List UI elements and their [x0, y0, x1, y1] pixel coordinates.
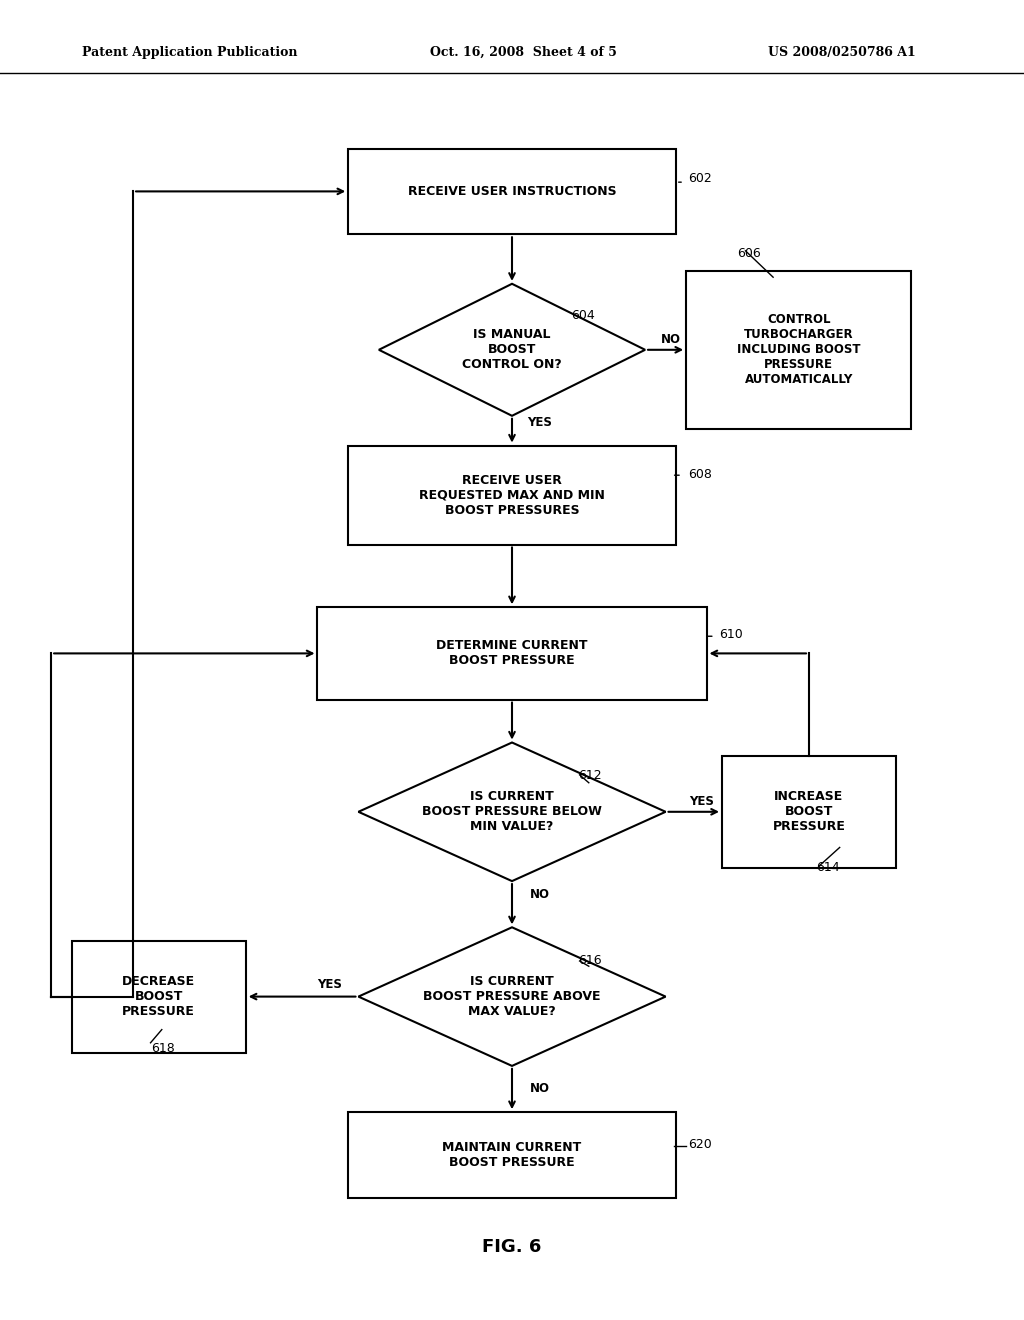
FancyBboxPatch shape [722, 755, 896, 869]
FancyBboxPatch shape [317, 607, 707, 700]
Polygon shape [358, 927, 666, 1067]
Text: 602: 602 [688, 172, 712, 185]
Text: IS CURRENT
BOOST PRESSURE BELOW
MIN VALUE?: IS CURRENT BOOST PRESSURE BELOW MIN VALU… [422, 791, 602, 833]
Polygon shape [358, 742, 666, 882]
Text: RECEIVE USER INSTRUCTIONS: RECEIVE USER INSTRUCTIONS [408, 185, 616, 198]
Text: DETERMINE CURRENT
BOOST PRESSURE: DETERMINE CURRENT BOOST PRESSURE [436, 639, 588, 668]
Text: IS MANUAL
BOOST
CONTROL ON?: IS MANUAL BOOST CONTROL ON? [462, 329, 562, 371]
Text: 604: 604 [571, 309, 595, 322]
Text: NO: NO [660, 333, 681, 346]
FancyBboxPatch shape [348, 446, 676, 544]
Text: RECEIVE USER
REQUESTED MAX AND MIN
BOOST PRESSURES: RECEIVE USER REQUESTED MAX AND MIN BOOST… [419, 474, 605, 516]
FancyBboxPatch shape [686, 271, 911, 429]
Text: US 2008/0250786 A1: US 2008/0250786 A1 [768, 46, 915, 59]
Text: 618: 618 [152, 1041, 175, 1055]
Text: 610: 610 [719, 627, 742, 640]
Text: IS CURRENT
BOOST PRESSURE ABOVE
MAX VALUE?: IS CURRENT BOOST PRESSURE ABOVE MAX VALU… [423, 975, 601, 1018]
Text: NO: NO [529, 888, 550, 902]
Text: 612: 612 [579, 768, 602, 781]
Text: 606: 606 [737, 247, 761, 260]
FancyBboxPatch shape [348, 1111, 676, 1199]
Text: 614: 614 [816, 861, 840, 874]
Polygon shape [379, 284, 645, 416]
Text: DECREASE
BOOST
PRESSURE: DECREASE BOOST PRESSURE [122, 975, 196, 1018]
Text: 608: 608 [688, 467, 712, 480]
Text: YES: YES [689, 795, 714, 808]
Text: Oct. 16, 2008  Sheet 4 of 5: Oct. 16, 2008 Sheet 4 of 5 [430, 46, 616, 59]
Text: 616: 616 [579, 953, 602, 966]
Text: MAINTAIN CURRENT
BOOST PRESSURE: MAINTAIN CURRENT BOOST PRESSURE [442, 1140, 582, 1170]
Text: Patent Application Publication: Patent Application Publication [82, 46, 297, 59]
Text: CONTROL
TURBOCHARGER
INCLUDING BOOST
PRESSURE
AUTOMATICALLY: CONTROL TURBOCHARGER INCLUDING BOOST PRE… [737, 313, 860, 387]
Text: YES: YES [527, 416, 552, 429]
Text: 620: 620 [688, 1138, 712, 1151]
Text: FIG. 6: FIG. 6 [482, 1238, 542, 1257]
Text: INCREASE
BOOST
PRESSURE: INCREASE BOOST PRESSURE [772, 791, 846, 833]
FancyBboxPatch shape [348, 149, 676, 235]
Text: YES: YES [317, 978, 342, 991]
FancyBboxPatch shape [72, 940, 246, 1053]
Text: NO: NO [529, 1082, 550, 1096]
